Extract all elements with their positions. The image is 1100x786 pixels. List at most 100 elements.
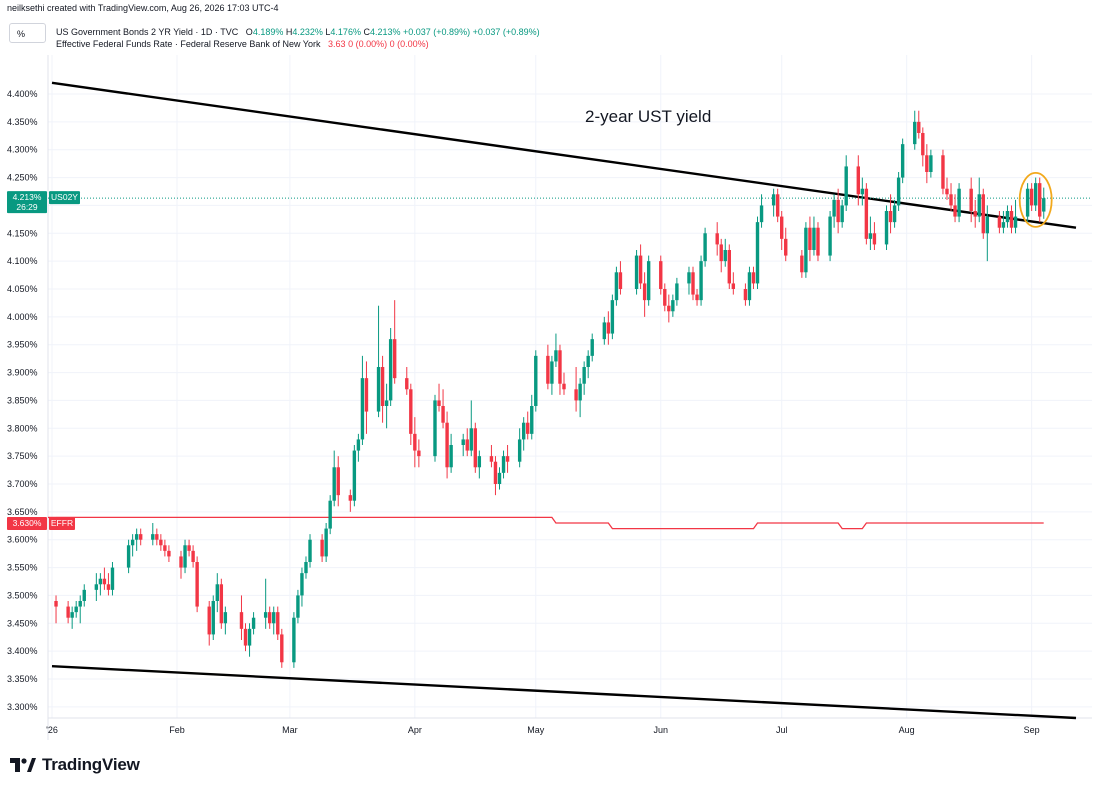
candle-body: [207, 606, 211, 635]
candle-body: [356, 439, 361, 451]
candle: [1029, 183, 1034, 211]
candle-body: [614, 272, 619, 301]
effr-tag: EFFR: [51, 518, 73, 528]
candle-body: [263, 612, 268, 618]
candle: [413, 417, 417, 468]
candle-body: [320, 539, 324, 557]
candle-body: [449, 445, 453, 468]
candle-body: [1042, 198, 1046, 212]
candle-body: [526, 422, 530, 434]
candle-body: [888, 211, 893, 223]
candle-body: [82, 589, 86, 601]
candle: [276, 606, 280, 640]
tradingview-logo[interactable]: TradingView: [10, 754, 140, 776]
candle-body: [981, 194, 985, 234]
candle: [1013, 199, 1018, 234]
candle: [280, 628, 284, 668]
tradingview-logo-icon: [10, 758, 36, 772]
candle: [860, 177, 865, 206]
candle-body: [610, 300, 615, 334]
candle-body: [1029, 188, 1034, 206]
trendline-lower: [51, 664, 1077, 720]
candle-body: [272, 612, 276, 624]
legend-effr-value: 3.63: [328, 39, 346, 49]
candle-body: [602, 322, 607, 340]
scale-toggle-button[interactable]: %: [9, 23, 46, 43]
candle-body: [1009, 211, 1014, 228]
candle: [263, 578, 268, 629]
y-tick-label: 3.700%: [7, 479, 38, 489]
candle-body: [441, 406, 445, 423]
candle-body: [348, 495, 353, 501]
candle-body: [215, 584, 219, 601]
candle-body: [864, 188, 869, 239]
candle-body: [558, 350, 562, 384]
candle: [243, 623, 248, 652]
candle: [953, 194, 957, 223]
candle-body: [780, 216, 784, 239]
candle: [364, 361, 369, 434]
x-tick-label: May: [527, 725, 545, 735]
candle-body: [296, 595, 300, 618]
y-tick-label: 4.250%: [7, 173, 38, 183]
candle: [82, 584, 86, 607]
candle-body: [900, 144, 905, 178]
y-tick-label: 3.750%: [7, 451, 38, 461]
x-tick-label: Feb: [169, 725, 185, 735]
candle: [864, 183, 869, 245]
legend-l-value: 4.176%: [330, 27, 361, 37]
candle: [977, 177, 981, 223]
candle-body: [388, 339, 393, 401]
candle-body: [98, 578, 103, 585]
candle-body: [751, 272, 756, 284]
candle: [74, 601, 78, 618]
legend-c-label: C: [363, 27, 370, 37]
candle: [106, 573, 111, 596]
candle: [477, 450, 482, 479]
y-tick-label: 4.000%: [7, 312, 38, 322]
candle-body: [731, 283, 736, 289]
y-tick-label: 3.950%: [7, 340, 38, 350]
candle: [985, 205, 990, 262]
candle: [929, 149, 933, 178]
candle-body: [138, 534, 143, 540]
candle-body: [997, 216, 1002, 228]
legend-symbol1-title: US Government Bonds 2 YR Yield · 1D · TV…: [56, 27, 239, 37]
candle: [602, 316, 607, 345]
candle-body: [872, 233, 877, 245]
candle: [433, 394, 437, 462]
candle: [755, 216, 760, 289]
candle: [461, 433, 465, 457]
candle: [913, 110, 917, 150]
candle: [102, 567, 107, 590]
legend-symbol1[interactable]: US Government Bonds 2 YR Yield · 1D · TV…: [56, 27, 540, 37]
effr-label-bg: [7, 517, 47, 530]
candle: [695, 289, 699, 306]
candle-body: [618, 272, 623, 289]
candle: [1001, 211, 1006, 234]
candle-body: [949, 194, 953, 206]
last-price-countdown: 26:29: [16, 202, 38, 212]
candle-body: [727, 250, 731, 284]
highlight-circle: [1018, 171, 1053, 228]
candle: [872, 222, 877, 250]
candle: [304, 556, 308, 579]
legend-symbol2[interactable]: Effective Federal Funds Rate · Federal R…: [56, 39, 429, 49]
candle: [671, 294, 675, 317]
candle-body: [187, 545, 191, 551]
candle-body: [582, 367, 586, 384]
candle: [94, 573, 99, 601]
candle-body: [896, 177, 901, 206]
candle-body: [929, 155, 933, 172]
candle: [388, 328, 393, 406]
candle-body: [332, 467, 336, 501]
candle: [586, 350, 590, 379]
candle-body: [300, 573, 304, 596]
candle: [70, 606, 74, 629]
candle-body: [913, 121, 917, 145]
candle: [836, 188, 840, 234]
candle-body: [352, 450, 357, 501]
candle: [578, 378, 582, 418]
candle-body: [723, 250, 727, 262]
